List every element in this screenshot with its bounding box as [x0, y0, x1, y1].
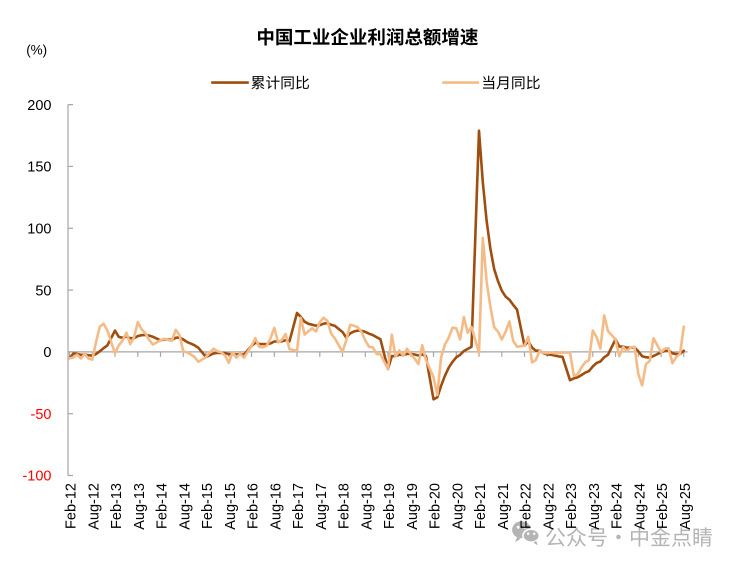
svg-text:Aug-19: Aug-19 [405, 483, 421, 530]
svg-text:Feb-19: Feb-19 [382, 483, 398, 529]
svg-text:Aug-17: Aug-17 [314, 483, 330, 530]
svg-text:Aug-25: Aug-25 [678, 483, 694, 530]
svg-text:100: 100 [27, 222, 51, 238]
svg-text:Feb-23: Feb-23 [564, 483, 580, 529]
svg-text:Feb-16: Feb-16 [246, 483, 262, 529]
svg-text:Aug-15: Aug-15 [223, 483, 239, 530]
svg-text:Aug-23: Aug-23 [587, 483, 603, 530]
svg-text:(%): (%) [26, 43, 47, 58]
svg-text:50: 50 [35, 283, 51, 299]
svg-text:Feb-12: Feb-12 [64, 483, 80, 529]
svg-text:Aug-22: Aug-22 [541, 483, 557, 530]
svg-text:Feb-22: Feb-22 [519, 483, 535, 529]
svg-text:Feb-25: Feb-25 [655, 483, 671, 529]
svg-text:-100: -100 [22, 469, 51, 485]
svg-text:Aug-14: Aug-14 [177, 483, 193, 530]
svg-text:Feb-15: Feb-15 [200, 483, 216, 529]
svg-text:0: 0 [43, 345, 51, 361]
svg-text:Feb-24: Feb-24 [610, 483, 626, 529]
svg-text:Aug-20: Aug-20 [450, 483, 466, 530]
svg-text:150: 150 [27, 160, 51, 176]
svg-text:Feb-17: Feb-17 [291, 483, 307, 529]
svg-text:-50: -50 [31, 407, 52, 423]
svg-text:200: 200 [27, 98, 51, 114]
svg-text:Feb-20: Feb-20 [428, 483, 444, 529]
svg-text:Feb-18: Feb-18 [337, 483, 353, 529]
svg-text:Feb-13: Feb-13 [109, 483, 125, 529]
svg-text:Aug-21: Aug-21 [496, 483, 512, 530]
svg-text:Aug-16: Aug-16 [268, 483, 284, 530]
svg-text:Feb-21: Feb-21 [473, 483, 489, 529]
svg-text:Feb-14: Feb-14 [155, 483, 171, 529]
svg-text:Aug-13: Aug-13 [132, 483, 148, 530]
svg-text:Aug-18: Aug-18 [359, 483, 375, 530]
svg-text:Aug-12: Aug-12 [86, 483, 102, 530]
svg-text:Aug-24: Aug-24 [632, 483, 648, 530]
